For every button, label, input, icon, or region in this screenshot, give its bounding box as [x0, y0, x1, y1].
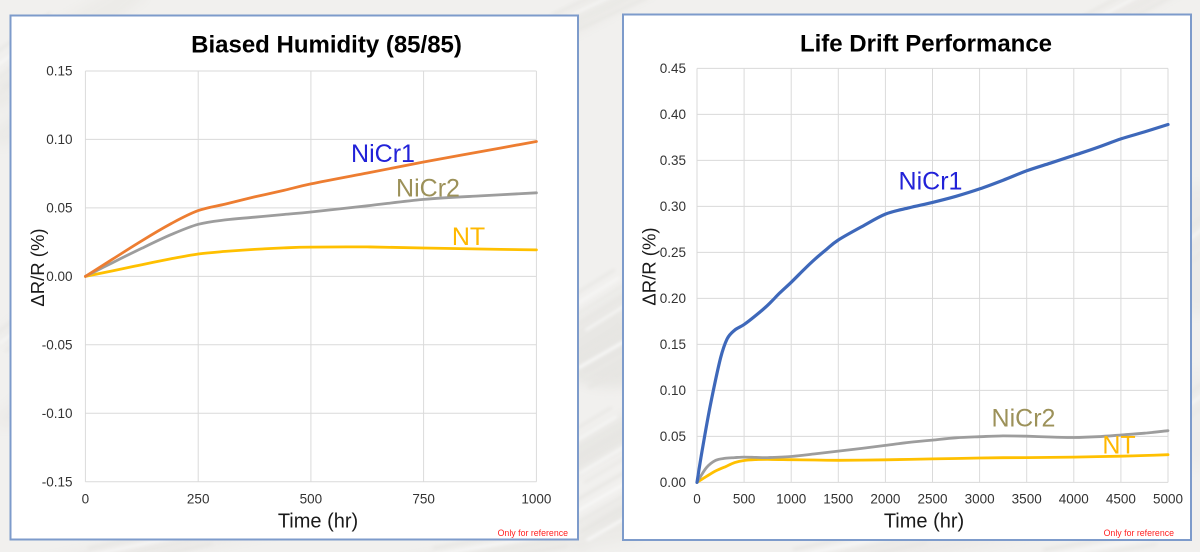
svg-text:1000: 1000 [776, 492, 806, 507]
svg-text:-0.15: -0.15 [42, 474, 73, 489]
svg-text:Biased Humidity (85/85): Biased Humidity (85/85) [191, 32, 462, 59]
svg-text:ΔR/R (%): ΔR/R (%) [27, 228, 48, 306]
svg-text:0.00: 0.00 [660, 475, 686, 490]
svg-text:3500: 3500 [1012, 492, 1042, 507]
svg-text:3000: 3000 [965, 492, 995, 507]
svg-text:750: 750 [412, 492, 435, 507]
svg-text:NiCr1: NiCr1 [351, 140, 415, 168]
svg-text:NT: NT [452, 223, 485, 251]
svg-text:0.15: 0.15 [46, 64, 72, 79]
svg-text:NT: NT [1102, 432, 1135, 460]
svg-text:0.25: 0.25 [660, 245, 686, 260]
svg-text:0.40: 0.40 [660, 107, 686, 122]
svg-text:Time (hr): Time (hr) [278, 511, 358, 533]
svg-text:2500: 2500 [917, 492, 947, 507]
svg-text:0.30: 0.30 [660, 199, 686, 214]
svg-text:0.10: 0.10 [46, 132, 72, 147]
svg-text:-0.05: -0.05 [42, 337, 73, 352]
svg-text:Only for reference: Only for reference [498, 528, 569, 538]
svg-text:NiCr1: NiCr1 [899, 168, 963, 196]
svg-text:0: 0 [82, 492, 90, 507]
svg-text:0.35: 0.35 [660, 153, 686, 168]
svg-text:0.00: 0.00 [46, 269, 72, 284]
svg-text:Only for reference: Only for reference [1104, 528, 1175, 538]
svg-text:250: 250 [187, 492, 210, 507]
svg-text:0.45: 0.45 [660, 61, 686, 76]
svg-text:0.05: 0.05 [660, 429, 686, 444]
svg-text:1000: 1000 [521, 492, 551, 507]
svg-text:4500: 4500 [1106, 492, 1136, 507]
svg-text:0.05: 0.05 [46, 201, 72, 216]
svg-text:0.10: 0.10 [660, 383, 686, 398]
svg-text:0: 0 [693, 492, 701, 507]
svg-text:500: 500 [733, 492, 756, 507]
svg-text:0.15: 0.15 [660, 337, 686, 352]
svg-text:NiCr2: NiCr2 [992, 405, 1056, 433]
svg-text:0.20: 0.20 [660, 291, 686, 306]
svg-text:-0.10: -0.10 [42, 406, 73, 421]
svg-text:ΔR/R (%): ΔR/R (%) [639, 227, 660, 305]
svg-text:2000: 2000 [870, 492, 900, 507]
svg-text:1500: 1500 [823, 492, 853, 507]
svg-text:NiCr2: NiCr2 [396, 174, 460, 202]
svg-text:Time (hr): Time (hr) [884, 511, 964, 533]
svg-text:4000: 4000 [1059, 492, 1089, 507]
svg-text:Life Drift Performance: Life Drift Performance [800, 31, 1052, 58]
svg-text:5000: 5000 [1153, 492, 1183, 507]
svg-text:500: 500 [300, 492, 323, 507]
